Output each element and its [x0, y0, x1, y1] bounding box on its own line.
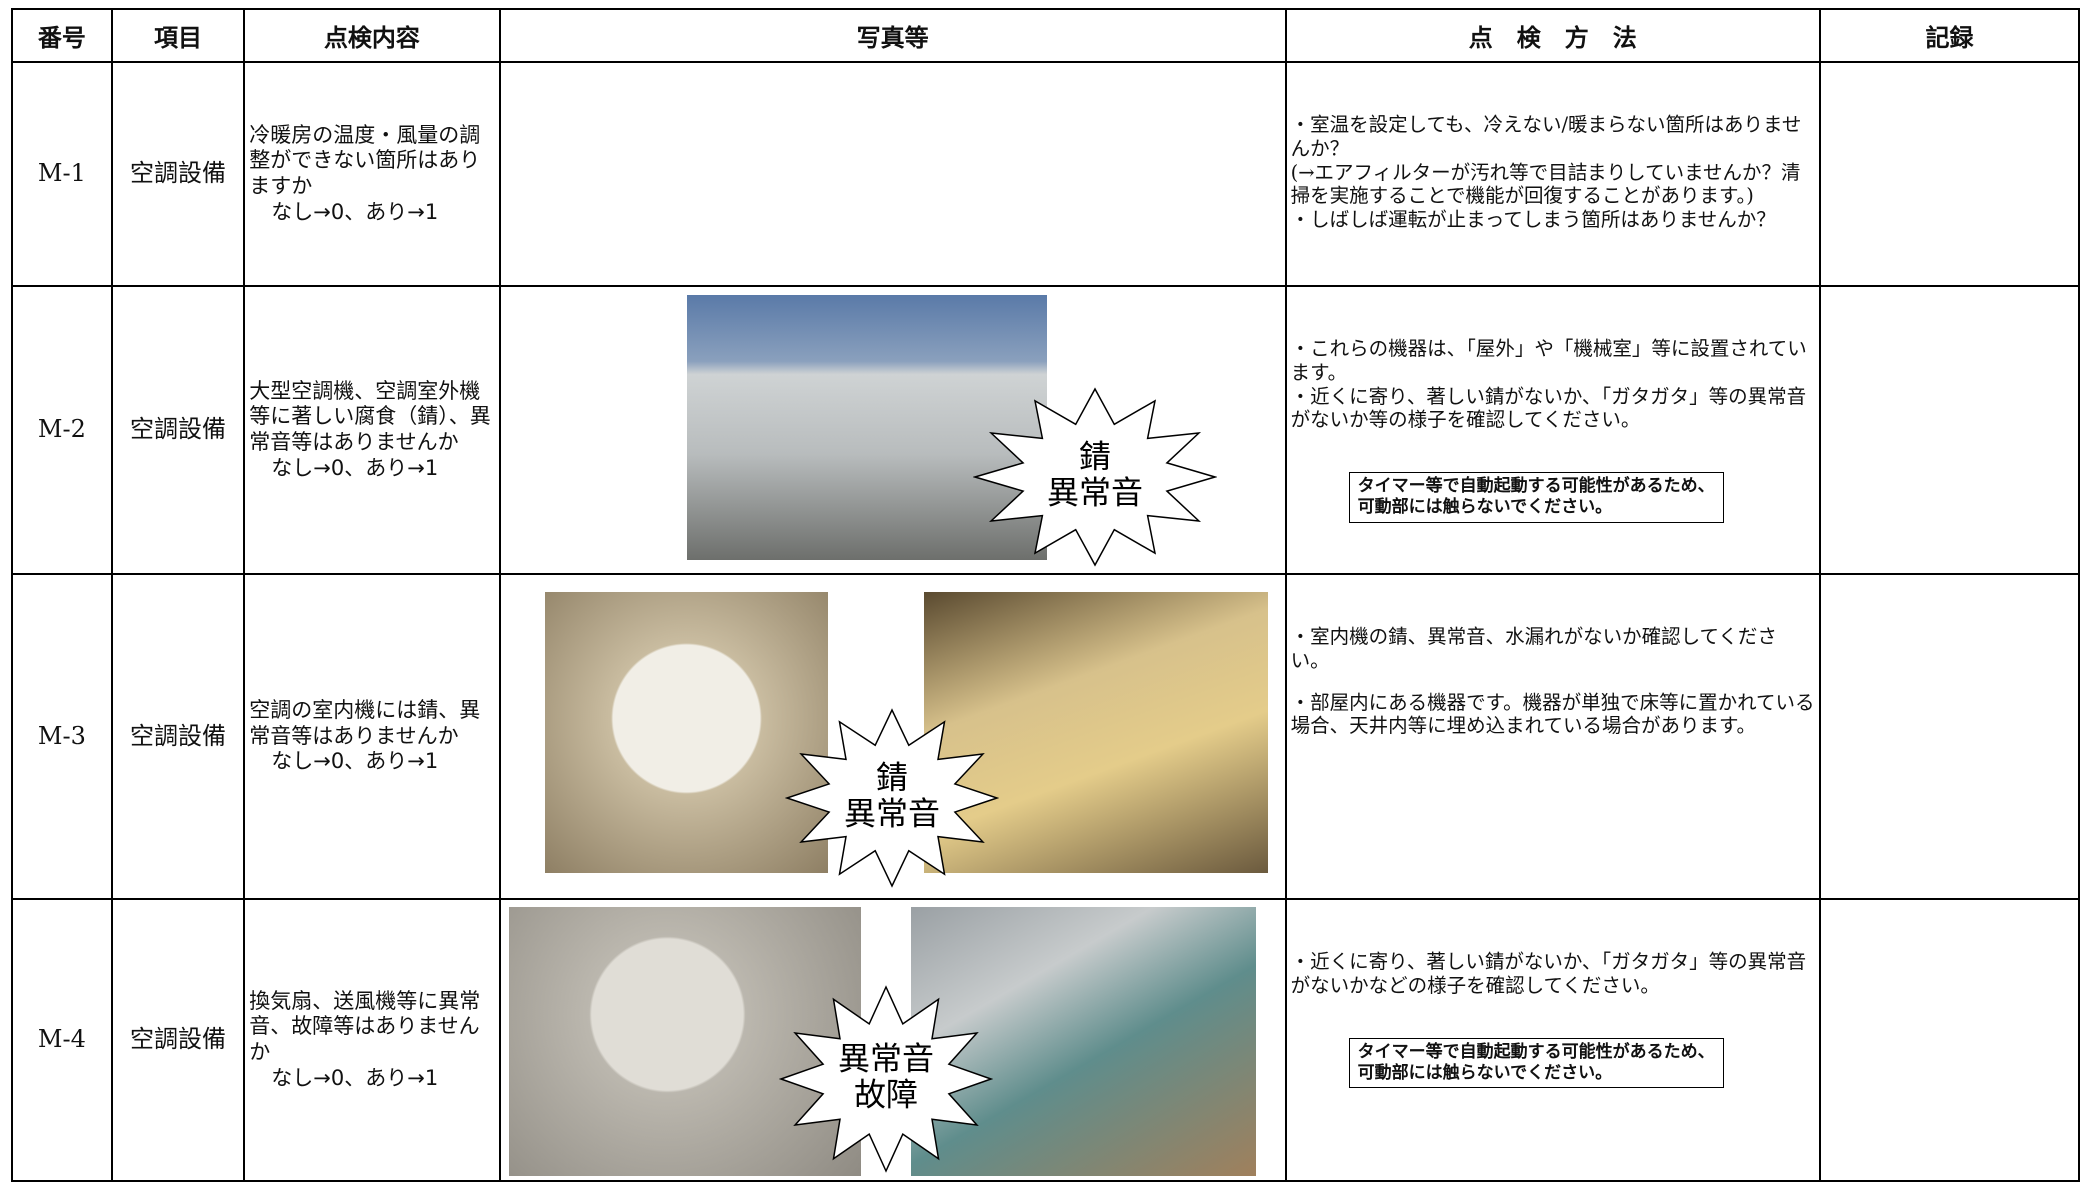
- photo: [923, 592, 1268, 873]
- row-id: M-3: [11, 573, 113, 900]
- method-cell: ・近くに寄り、著しい錆がないか、「ガタガタ」等の異常音がないかなどの様子を確認し…: [1284, 898, 1821, 1182]
- column-header: 点 検 方 法: [1284, 8, 1821, 63]
- column-header: 記録: [1818, 8, 2080, 63]
- method-text: ・しばしば運転が止まってしまう箇所はありませんか？: [1290, 208, 1776, 232]
- content-cell: 換気扇、送風機等に異常音、故障等はありませんか なし→0、あり→1: [243, 898, 501, 1182]
- criteria: なし→0、あり→1: [271, 1065, 439, 1090]
- burst-shape: [778, 985, 993, 1173]
- item: 空調設備: [110, 573, 246, 900]
- row: M-3 空調設備 空調の室内機には錆、異常音等はありませんか なし→0、あり→1 錆異常…: [11, 573, 2080, 900]
- photo-cell: [498, 61, 1287, 287]
- row: M-2 空調設備 大型空調機、空調室外機等に著しい腐食（錆）、異常音等はありませんか…: [11, 285, 2080, 575]
- burst-shape: [972, 387, 1217, 567]
- method-cell: ・室内機の錆、異常音、水漏れがないか確認してください。 ・部屋内にある機器です。機…: [1284, 573, 1821, 900]
- content-text: 大型空調機、空調室外機等に著しい腐食（錆）、異常音等はありませんか: [249, 378, 491, 454]
- content-text: 冷暖房の温度・風量の調整ができない箇所はありますか: [249, 122, 481, 198]
- notice-line: タイマー等で自動起動する可能性があるため、: [1357, 476, 1715, 497]
- method-text: ・室内機の錆、異常音、水漏れがないか確認してください。: [1290, 625, 1777, 672]
- criteria: なし→0、あり→1: [271, 455, 439, 480]
- burst-label: 異常音: [844, 795, 940, 833]
- item: 空調設備: [110, 898, 246, 1182]
- burst-label: 錆: [876, 759, 908, 797]
- column-header: 項目: [110, 8, 246, 63]
- content-cell: 冷暖房の温度・風量の調整ができない箇所はありますか なし→0、あり→1: [243, 61, 501, 287]
- photo-cell: 錆異常音: [498, 285, 1287, 575]
- row: M-1 空調設備 冷暖房の温度・風量の調整ができない箇所はありますか なし→0、あり→…: [11, 61, 2080, 287]
- method-text: ・これらの機器は、「屋外」や「機械室」等に設置されています。: [1290, 337, 1807, 384]
- row-id: M-1: [11, 61, 113, 287]
- row-id: M-2: [11, 285, 113, 575]
- criteria: なし→0、あり→1: [271, 199, 439, 224]
- inspection-table: 番号 項目 点検内容 写真等点 検 方 法記録 M-1 空調設備 冷暖房の温度・風量の調整…: [11, 8, 2080, 1182]
- content-text: 空調の室内機には錆、異常音等はありませんか: [249, 698, 481, 748]
- notice: タイマー等で自動起動する可能性があるため、 可動部には触らないでください。: [1348, 472, 1724, 523]
- method-text: ・近くに寄り、著しい錆がないか、「ガタガタ」等の異常音がないかなどの様子を確認し…: [1290, 950, 1807, 997]
- photo-area: 錆異常音: [502, 288, 1284, 572]
- photo-area: [502, 64, 1284, 284]
- row: M-4 空調設備 換気扇、送風機等に異常音、故障等はありませんか なし→0、あり→1 異…: [11, 898, 2080, 1182]
- photo-area: 異常音 故障: [502, 901, 1284, 1179]
- burst-label: 異常音: [838, 1040, 934, 1078]
- content-cell: 大型空調機、空調室外機等に著しい腐食（錆）、異常音等はありませんか なし→0、あり…: [243, 285, 501, 575]
- photo-cell: 異常音 故障: [498, 898, 1287, 1182]
- content-text: 換気扇、送風機等に異常音、故障等はありませんか: [249, 988, 481, 1064]
- burst-label: 錆: [1079, 438, 1111, 476]
- record: [1818, 573, 2080, 900]
- photo: [686, 295, 1047, 560]
- method-text: ・室温を設定しても、冷えない/暖まらない箇所はありませんか？: [1290, 113, 1802, 160]
- record: [1818, 898, 2080, 1182]
- notice-line: 可動部には触らないでください。: [1357, 497, 1613, 518]
- method-text: ・近くに寄り、著しい錆がないか、「ガタガタ」等の異常音がないか等の様子を確認して…: [1290, 384, 1807, 432]
- column-header: 写真等: [498, 8, 1287, 63]
- burst-shape: [784, 708, 999, 888]
- header-row: 番号 項目 点検内容 写真等点 検 方 法記録: [11, 8, 2080, 63]
- notice: タイマー等で自動起動する可能性があるため、 可動部には触らないでください。: [1348, 1037, 1724, 1089]
- burst-label: 故障: [854, 1076, 918, 1114]
- photo: [544, 592, 828, 873]
- method-text: ・部屋内にある機器です。機器が単独で床等に置かれている場合、天井内等に埋め込まれ…: [1290, 690, 1815, 738]
- method-cell: ・これらの機器は、「屋外」や「機械室」等に設置されています。 ・近くに寄り、著しい…: [1284, 285, 1821, 575]
- record: [1818, 61, 2080, 287]
- photo-area: 錆異常音: [502, 576, 1284, 897]
- column-header: 番号: [11, 8, 113, 63]
- column-header: 点検内容: [243, 8, 501, 63]
- photo-cell: 錆異常音: [498, 573, 1287, 900]
- method-cell: ・室温を設定しても、冷えない/暖まらない箇所はありませんか？ (→エアフィルターが…: [1284, 61, 1821, 287]
- method-text: (→エアフィルターが汚れ等で目詰まりしていませんか？清掃を実施することで機能が回…: [1290, 160, 1801, 208]
- notice-line: タイマー等で自動起動する可能性があるため、: [1357, 1041, 1715, 1062]
- burst-label: 異常音: [1047, 474, 1143, 512]
- notice-line: 可動部には触らないでください。: [1357, 1062, 1613, 1083]
- item: 空調設備: [110, 61, 246, 287]
- item: 空調設備: [110, 285, 246, 575]
- criteria: なし→0、あり→1: [271, 749, 439, 774]
- record: [1818, 285, 2080, 575]
- content-cell: 空調の室内機には錆、異常音等はありませんか なし→0、あり→1: [243, 573, 501, 900]
- row-id: M-4: [11, 898, 113, 1182]
